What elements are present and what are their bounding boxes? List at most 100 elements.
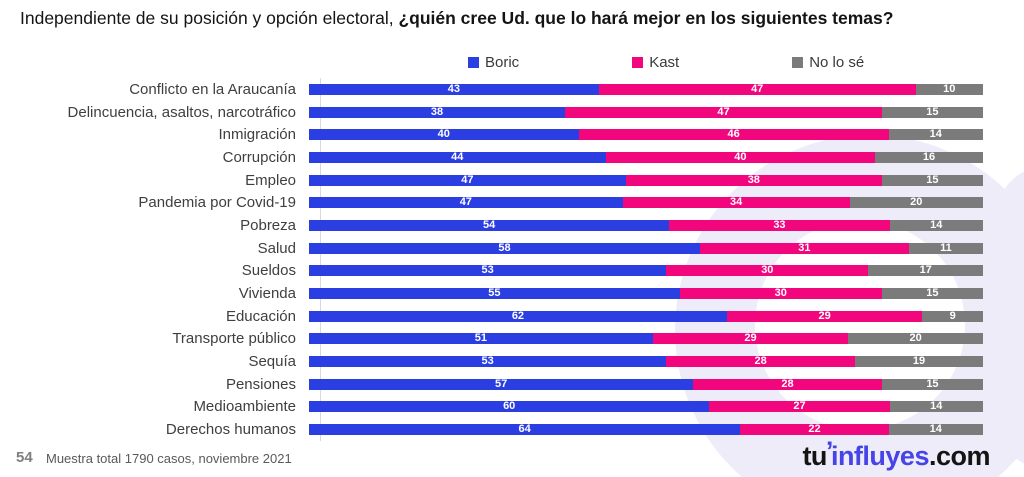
- legend-item-kast: Kast: [632, 54, 679, 71]
- segment-value: 19: [912, 356, 926, 368]
- segment-value: 44: [451, 151, 464, 163]
- bar-segment-kast: 31: [699, 242, 909, 254]
- bar-segment-boric: 55: [309, 288, 680, 300]
- segment-value: 14: [929, 424, 942, 436]
- category-label: Corrupción: [222, 148, 296, 166]
- bar-segment-boric: 64: [309, 424, 741, 436]
- segment-value: 53: [481, 265, 494, 277]
- title-bold-part: ¿quién cree Ud. que lo hará mejor en los…: [398, 8, 894, 28]
- chart-row: Educación 62 29 9: [0, 305, 1024, 328]
- segment-value: 46: [727, 129, 740, 141]
- bar-segment-no-lo-sé: 14: [888, 424, 983, 436]
- bar-segment-boric: 47: [309, 197, 623, 209]
- segment-value: 16: [922, 151, 936, 163]
- segment-value: 14: [930, 219, 943, 231]
- bar-track: 53 28 19: [309, 356, 983, 368]
- category-label: Delincuencia, asaltos, narcotráfico: [67, 103, 296, 121]
- category-label: Sequía: [248, 353, 296, 371]
- chart-row: Inmigración 40 46 14: [0, 123, 1024, 146]
- bar-segment-no-lo-sé: 9: [922, 310, 983, 322]
- segment-value: 15: [926, 174, 939, 186]
- legend-swatch: [468, 57, 479, 68]
- bar-track: 64 22 14: [309, 424, 983, 436]
- segment-value: 29: [818, 310, 831, 322]
- chart-row: Sueldos 53 30 17: [0, 260, 1024, 283]
- segment-value: 43: [447, 83, 461, 95]
- bar-segment-no-lo-sé: 16: [875, 151, 983, 163]
- segment-value: 57: [494, 378, 508, 390]
- bar-track: 47 38 15: [309, 174, 983, 186]
- category-label: Medioambiente: [193, 398, 296, 416]
- chart-row: Vivienda 55 30 15: [0, 282, 1024, 305]
- bar-segment-kast: 34: [622, 197, 850, 209]
- legend-item-no-lo-sé: No lo sé: [792, 54, 864, 71]
- segment-value: 30: [761, 265, 774, 277]
- segment-value: 40: [437, 129, 450, 141]
- category-label: Pobreza: [240, 216, 296, 234]
- segment-value: 40: [734, 151, 747, 163]
- category-label: Inmigración: [218, 126, 296, 144]
- bar-track: 44 40 16: [309, 151, 983, 163]
- category-label: Salud: [257, 239, 296, 257]
- bar-track: 62 29 9: [309, 310, 983, 322]
- category-label: Conflicto en la Araucanía: [129, 80, 296, 98]
- bar-track: 54 33 14: [309, 219, 983, 231]
- bar-segment-kast: 38: [625, 174, 882, 186]
- segment-value: 27: [793, 401, 806, 413]
- segment-value: 15: [926, 378, 939, 390]
- page-title: Independiente de su posición y opción el…: [20, 7, 1010, 30]
- segment-value: 29: [744, 333, 757, 345]
- bar-segment-no-lo-sé: 10: [915, 83, 983, 95]
- bar-segment-boric: 43: [309, 83, 599, 95]
- legend-item-boric: Boric: [468, 54, 519, 71]
- legend-label: Kast: [649, 54, 680, 71]
- bar-track: 38 47 15: [309, 106, 983, 118]
- sample-note: Muestra total 1790 casos, noviembre 2021: [46, 451, 292, 466]
- category-label: Sueldos: [241, 262, 296, 280]
- bar-segment-no-lo-sé: 11: [908, 242, 983, 254]
- bar-segment-boric: 44: [309, 151, 606, 163]
- legend: Boric Kast No lo sé: [468, 54, 864, 71]
- bar-segment-kast: 40: [605, 151, 876, 163]
- bar-track: 43 47 10: [309, 83, 983, 95]
- legend-label: Boric: [485, 54, 520, 71]
- chart-row: Pandemia por Covid-19 47 34 20: [0, 191, 1024, 214]
- logo-tu: tu: [802, 441, 827, 471]
- bar-segment-no-lo-sé: 15: [881, 288, 983, 300]
- chart-row: Sequía 53 28 19: [0, 350, 1024, 373]
- segment-value: 51: [474, 333, 487, 345]
- segment-value: 20: [910, 197, 923, 209]
- segment-value: 62: [511, 310, 525, 322]
- bar-track: 53 30 17: [309, 265, 983, 277]
- bar-segment-boric: 51: [309, 333, 653, 345]
- chart-row: Transporte público 51 29 20: [0, 328, 1024, 351]
- segment-value: 28: [754, 356, 767, 368]
- tuinfluyes-logo: tu’influyes.com: [802, 436, 990, 472]
- bar-segment-boric: 47: [309, 174, 626, 186]
- category-label: Educación: [225, 307, 296, 325]
- segment-value: 47: [751, 83, 764, 95]
- bar-segment-kast: 28: [693, 378, 882, 390]
- segment-value: 53: [481, 356, 494, 368]
- bar-segment-kast: 29: [652, 333, 849, 345]
- bar-track: 40 46 14: [309, 129, 983, 141]
- logo-apostrophe: ’: [825, 436, 834, 466]
- bar-segment-boric: 53: [309, 265, 667, 277]
- segment-value: 60: [503, 401, 516, 413]
- bar-track: 57 28 15: [309, 378, 983, 390]
- segment-value: 17: [919, 265, 932, 277]
- bar-segment-boric: 40: [309, 129, 579, 141]
- bar-segment-kast: 29: [726, 310, 923, 322]
- bar-track: 51 29 20: [309, 333, 983, 345]
- bar-segment-no-lo-sé: 15: [881, 174, 983, 186]
- category-label: Pandemia por Covid-19: [138, 194, 296, 212]
- chart-row: Empleo 47 38 15: [0, 169, 1024, 192]
- bar-segment-kast: 46: [578, 129, 889, 141]
- category-label: Pensiones: [225, 375, 296, 393]
- category-label: Vivienda: [238, 285, 296, 303]
- segment-value: 58: [498, 242, 511, 254]
- bar-segment-no-lo-sé: 14: [889, 401, 983, 413]
- bar-segment-kast: 30: [666, 265, 869, 277]
- page-number: 54: [16, 449, 33, 466]
- chart-row: Delincuencia, asaltos, narcotráfico 38 47 1…: [0, 101, 1024, 124]
